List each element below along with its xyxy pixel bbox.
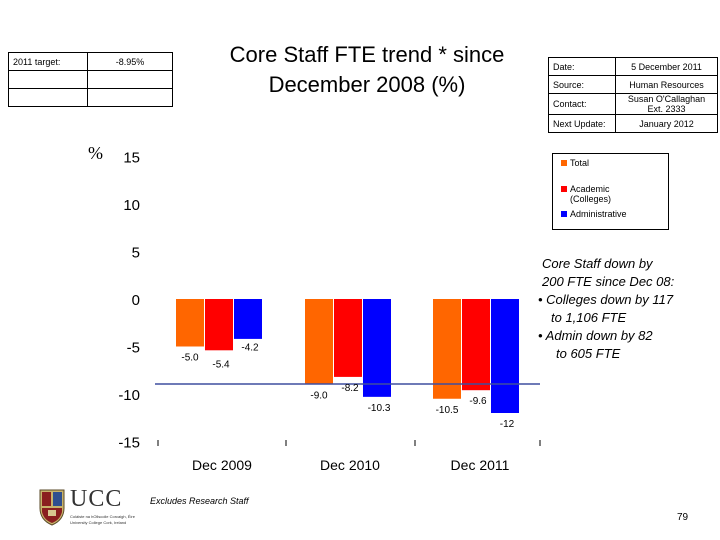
bar-data-label: -12 — [500, 419, 515, 430]
legend-swatch-administrative — [561, 211, 567, 217]
bar-total — [305, 299, 333, 385]
bar-academic — [462, 299, 490, 391]
legend-item-academic: Academic (Colleges) — [561, 184, 631, 204]
bar-academic — [334, 299, 362, 377]
bar-data-label: -8.2 — [341, 383, 359, 394]
bar-academic — [205, 299, 233, 351]
ucc-logo: UCC Coláiste na hOllscoile Corcaigh, Éir… — [30, 486, 160, 530]
bar-total — [176, 299, 204, 347]
chart-legend: Total Academic (Colleges) Administrative — [552, 153, 669, 230]
legend-item-total: Total — [561, 158, 589, 168]
annotation-text: Core Staff down by 200 FTE since Dec 08:… — [538, 255, 718, 363]
footnote: Excludes Research Staff — [150, 496, 249, 506]
bar-data-label: -9.6 — [469, 396, 487, 407]
bar-data-label: -5.0 — [181, 353, 199, 364]
bar-administrative — [363, 299, 391, 397]
y-axis-unit: % — [88, 143, 103, 163]
page-number: 79 — [677, 512, 689, 523]
bar-data-label: -5.4 — [212, 359, 230, 370]
y-tick-label: 10 — [123, 197, 140, 214]
x-category-label: Dec 2009 — [192, 457, 252, 473]
legend-label-administrative: Administrative — [570, 209, 627, 219]
target-empty-cell — [87, 88, 173, 107]
bar-data-label: -10.3 — [368, 403, 391, 414]
legend-label-total: Total — [570, 158, 590, 168]
x-category-label: Dec 2011 — [451, 457, 510, 473]
crest-icon — [39, 489, 65, 526]
bar-data-label: -9.0 — [310, 391, 328, 402]
x-category-label: Dec 2010 — [320, 457, 380, 473]
annotation-line: to 605 FTE — [556, 346, 621, 361]
y-tick-label: 5 — [132, 245, 140, 262]
annotation-line: • Admin down by 82 — [538, 328, 653, 343]
y-tick-label: 0 — [132, 292, 140, 309]
annotation-line: 200 FTE since Dec 08: — [542, 274, 675, 289]
bar-administrative — [234, 299, 262, 339]
y-tick-label: 15 — [123, 150, 140, 167]
bar-data-label: -4.2 — [241, 342, 259, 353]
legend-swatch-academic — [561, 186, 567, 192]
y-tick-label: -10 — [118, 387, 140, 404]
logo-wordmark: UCC — [70, 486, 123, 512]
meta-value-next-update: January 2012 — [615, 114, 718, 133]
annotation-line: Core Staff down by — [542, 256, 653, 271]
bar-total — [433, 299, 461, 399]
meta-table: Date: 5 December 2011 Source: Human Reso… — [548, 57, 718, 133]
legend-swatch-total — [561, 160, 567, 166]
y-tick-label: -5 — [127, 340, 140, 357]
logo-subtitle-english: University College Cork, Ireland — [70, 520, 127, 525]
legend-label-academic: Academic (Colleges) — [570, 184, 612, 204]
logo-subtitle-irish: Coláiste na hOllscoile Corcaigh, Éire — [70, 514, 135, 519]
bar-data-label: -10.5 — [436, 405, 459, 416]
bar-administrative — [491, 299, 519, 413]
chart-title: Core Staff FTE trend * since December 20… — [229, 42, 505, 97]
legend-item-administrative: Administrative — [561, 209, 627, 219]
annotation-line: to 1,106 FTE — [551, 310, 627, 325]
annotation-line: • Colleges down by 117 — [538, 292, 674, 307]
y-tick-label: -15 — [118, 435, 140, 452]
target-table: 2011 target: -8.95% — [8, 52, 173, 107]
